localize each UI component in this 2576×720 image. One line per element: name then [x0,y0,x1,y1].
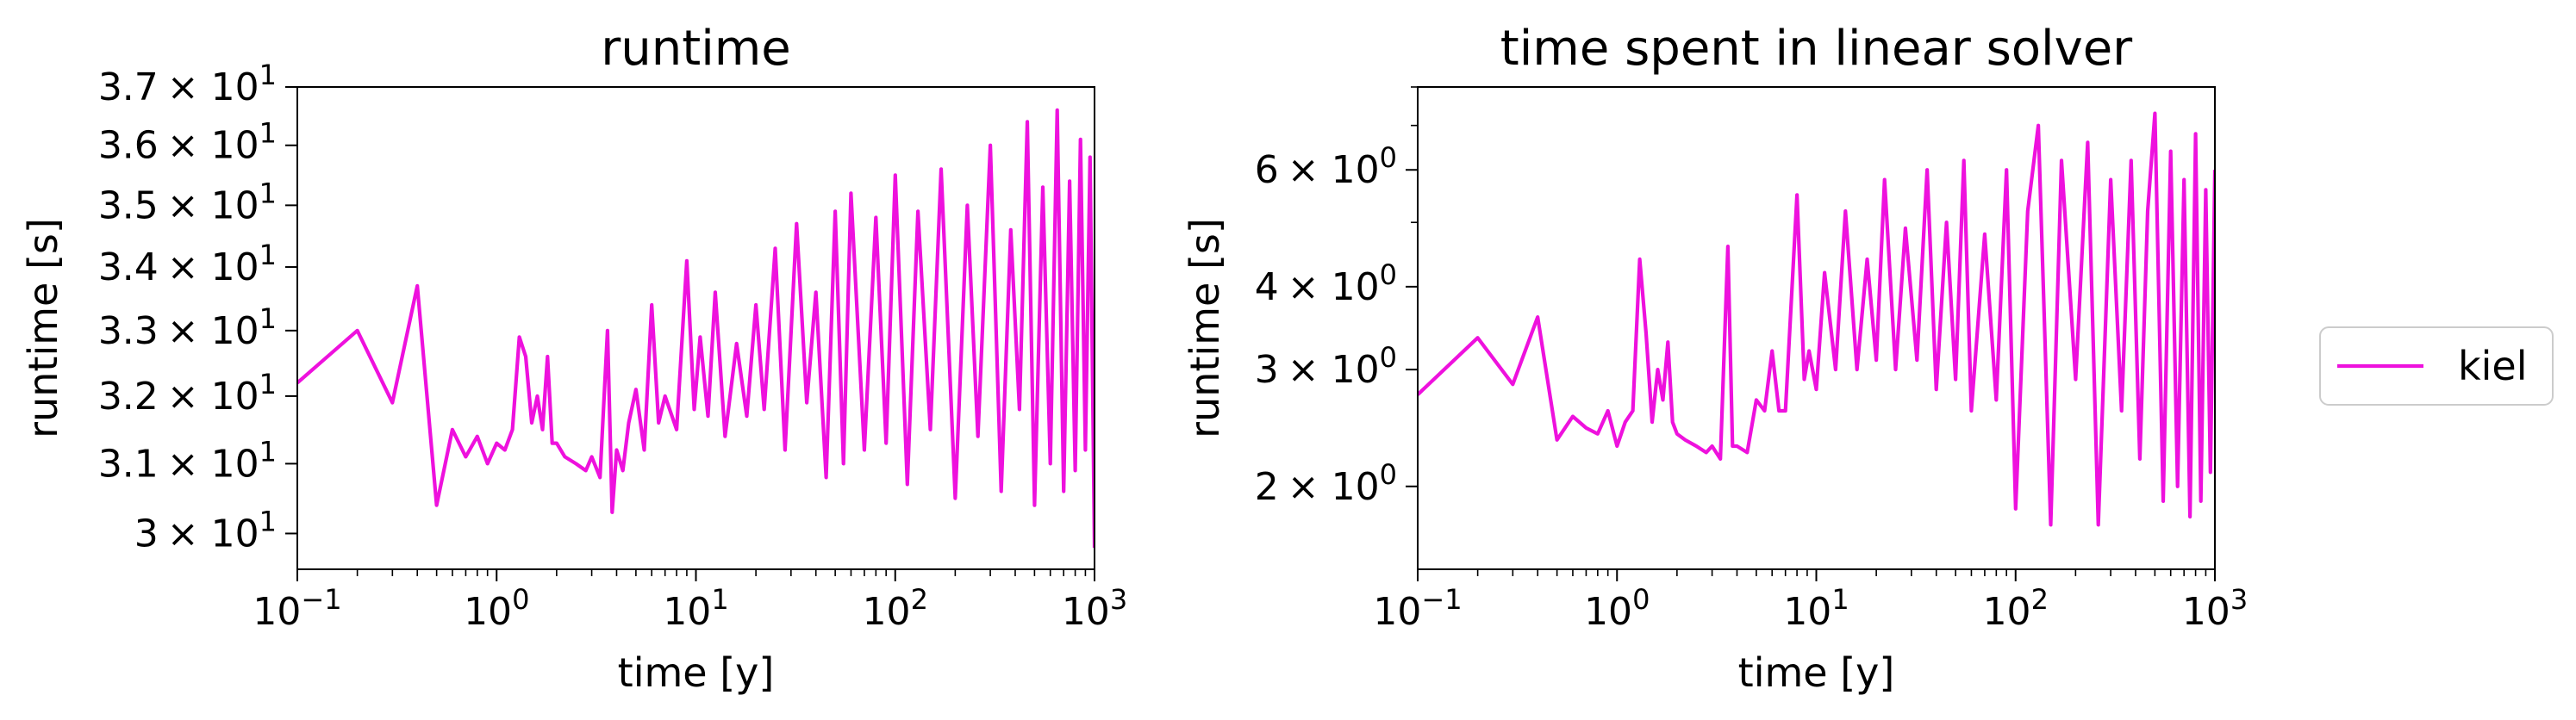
legend: kiel [2319,326,2554,406]
y-tick-label: 3 × 100 [1255,341,1397,392]
x-tick-label: 102 [1983,583,2049,634]
y-tick-label: 3.3 × 101 [98,302,277,353]
x-tick-label: 100 [1584,583,1650,634]
y-tick-label: 6 × 100 [1255,141,1397,192]
x-tick-label: 100 [464,583,529,634]
series-line-kiel [1418,111,2215,527]
x-tick-label: 101 [1783,583,1849,634]
x-axis-label: time [y] [618,649,775,696]
x-tick-label: 10−1 [1373,583,1462,634]
series-line-kiel [297,108,1095,549]
y-tick-label: 3.5 × 101 [98,177,277,227]
y-axis-label: runtime [s] [20,218,66,438]
legend-box [2319,326,2554,406]
y-tick-label: 3.1 × 101 [98,435,277,486]
y-tick-label: 3 × 101 [134,505,277,556]
runtime-chart: 10−1 100 101 102 103 3 × 101 3.1 × 101 3.2 × 101 3.… [20,21,1127,696]
plot-frame [1417,86,2216,570]
y-tick-label: 3.4 × 101 [98,239,277,289]
x-tick-label: 103 [2182,583,2248,634]
y-axis-label: runtime [s] [1182,218,1228,438]
x-tick-label: 101 [663,583,728,634]
y-tick-label: 4 × 100 [1255,258,1397,309]
x-axis-label: time [y] [1738,649,1895,696]
y-tick-label: 3.6 × 101 [98,117,277,168]
plot-frame [296,86,1095,570]
y-tick-label: 3.7 × 101 [98,59,277,109]
x-tick-label: 103 [1062,583,1127,634]
linear-solver-chart: 10−1 100 101 102 103 2 × 100 3 × 100 4 × 100 6 × 100… [1182,21,2248,696]
chart-title: time spent in linear solver [1500,21,2133,77]
x-tick-label: 102 [863,583,928,634]
x-tick-label: 10−1 [253,583,341,634]
y-tick-label: 3.2 × 101 [98,368,277,419]
y-tick-label: 2 × 100 [1255,458,1397,509]
legend-label: kiel [2458,343,2528,389]
chart-title: runtime [601,21,791,77]
